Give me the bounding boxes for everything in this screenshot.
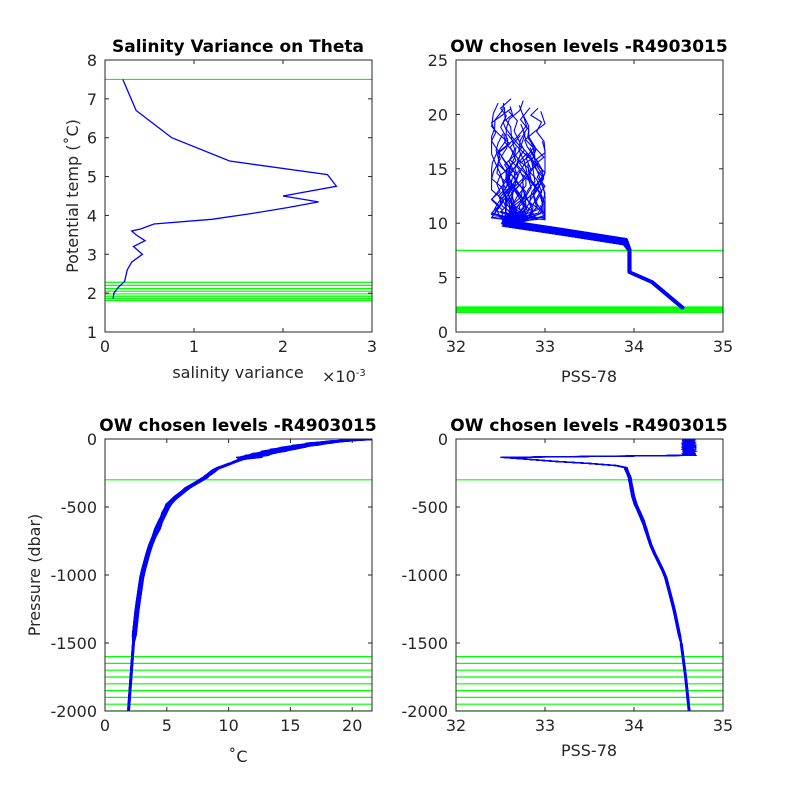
p1-ytick-label-0: 1	[87, 323, 97, 342]
p1-ytick-label-6: 7	[87, 90, 97, 109]
p2-title: OW chosen levels -R4903015	[450, 37, 727, 57]
panel-salinity-vs-pressure: 32 33 34 35 -2000 -1500 -1000 -500 0 OW chosen l…	[402, 416, 734, 760]
p2-frame	[455, 59, 724, 333]
p3-ytick-label-4: 0	[87, 430, 97, 449]
p1-x-exponent: ×10-3	[322, 367, 366, 386]
p1-xtick-label-3: 3	[367, 337, 377, 356]
p2-ytick-label-1: 5	[438, 269, 448, 288]
p2-xtick-label-2: 34	[624, 337, 644, 356]
p1-x-exponent-base: ×10	[322, 367, 356, 386]
p4-ytick-label-2: -1000	[402, 566, 449, 585]
p3-profile-line-43	[128, 439, 372, 709]
p1-ytick-label-7: 8	[87, 51, 97, 70]
p3-xtick-label-3: 15	[280, 716, 300, 735]
p3-xtick-label-1: 5	[162, 716, 172, 735]
p4-xtick-label-3: 35	[713, 716, 733, 735]
p2-xtick-label-3: 35	[713, 337, 733, 356]
panel-temperature-vs-pressure: 0 5 10 15 20 -2000 -1500 -1000 -500 0 OW chosen l…	[25, 416, 377, 766]
p1-frame	[104, 59, 373, 333]
panel-salinity-vs-theta: 32 33 34 35 0 5 10 15 20 25 OW chosen levels -R49…	[428, 37, 734, 386]
p3-xtick-label-2: 10	[218, 716, 238, 735]
p4-xtick-label-2: 34	[624, 716, 644, 735]
p4-title: OW chosen levels -R4903015	[450, 416, 727, 436]
p3-xtick-label-4: 20	[342, 716, 362, 735]
p4-ytick-label-3: -500	[412, 498, 448, 517]
p3-ytick-label-3: -500	[61, 498, 97, 517]
p1-xtick-label-0: 0	[100, 337, 110, 356]
p2-xtick-label-1: 33	[535, 337, 555, 356]
p4-ytick-label-4: 0	[438, 430, 448, 449]
p4-xtick-label-1: 33	[535, 716, 555, 735]
p2-ytick-label-3: 15	[428, 160, 448, 179]
p4-profile-deep-line	[679, 642, 691, 711]
p1-series-line-0	[112, 79, 338, 300]
p2-ytick-label-5: 25	[428, 51, 448, 70]
p1-title: Salinity Variance on Theta	[112, 37, 364, 57]
p2-ytick-label-4: 20	[428, 105, 448, 124]
p2-ytick-label-2: 10	[428, 214, 448, 233]
p4-ytick-label-0: -2000	[402, 702, 449, 721]
p1-xtick-label-2: 2	[278, 337, 288, 356]
p3-profile-deep-line	[126, 642, 135, 711]
p4-ytick-label-1: -1500	[402, 634, 449, 653]
p1-ytick-label-4: 5	[87, 168, 97, 187]
p3-xtick-label-0: 0	[100, 716, 110, 735]
p2-xtick-label-0: 32	[446, 337, 466, 356]
p3-marks	[105, 439, 372, 711]
p3-xlabel: ˚C	[228, 747, 247, 766]
p1-xlabel: salinity variance	[172, 363, 303, 382]
p2-ticks: 32 33 34 35 0 5 10 15 20 25	[428, 51, 734, 356]
p1-ytick-label-1: 2	[87, 284, 97, 303]
p4-ticks: 32 33 34 35 -2000 -1500 -1000 -500 0	[402, 430, 734, 735]
p3-title: OW chosen levels -R4903015	[99, 416, 376, 436]
p3-ytick-label-2: -1000	[51, 566, 98, 585]
p3-ytick-label-0: -2000	[51, 702, 98, 721]
p1-x-exponent-power: -3	[356, 368, 366, 379]
p4-marks	[456, 439, 723, 711]
p3-ylabel: Pressure (dbar)	[25, 514, 44, 637]
p1-ytick-label-2: 3	[87, 245, 97, 264]
p3-ytick-label-1: -1500	[51, 634, 98, 653]
p4-profile-line-44	[506, 439, 695, 709]
p2-ytick-label-0: 0	[438, 323, 448, 342]
p1-marks	[105, 78, 372, 302]
p1-xtick-label-1: 1	[189, 337, 199, 356]
p3-profile-line-44	[128, 439, 372, 709]
p3-ticks: 0 5 10 15 20 -2000 -1500 -1000 -500 0	[51, 430, 372, 735]
p2-profile-line-54	[503, 158, 683, 308]
p1-ylabel: Potential temp (˚C)	[63, 119, 82, 273]
p2-xlabel: PSS-78	[561, 367, 617, 386]
p2-profile-line-50	[499, 204, 683, 310]
p4-xlabel: PSS-78	[561, 741, 617, 760]
p4-xtick-label-0: 32	[446, 716, 466, 735]
p2-marks	[456, 98, 723, 314]
p1-ytick-label-3: 4	[87, 206, 97, 225]
p1-ytick-label-5: 6	[87, 129, 97, 148]
